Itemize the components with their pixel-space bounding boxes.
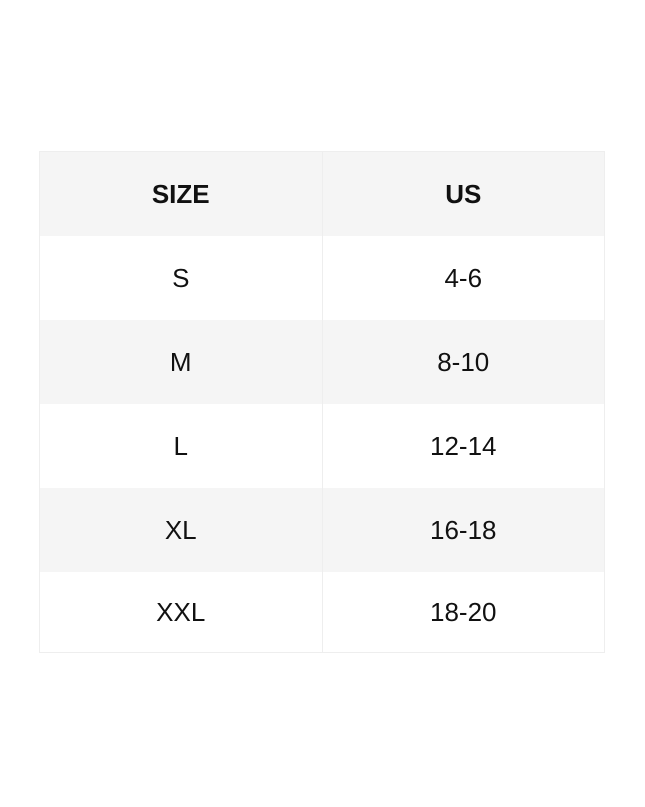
us-cell: 4-6	[321, 236, 605, 320]
table-row: M 8-10	[39, 320, 605, 404]
table-row: L 12-14	[39, 404, 605, 488]
us-cell: 16-18	[321, 488, 605, 572]
size-cell: S	[39, 236, 322, 320]
header-size: SIZE	[39, 151, 322, 236]
size-cell: M	[39, 320, 322, 404]
size-cell: XL	[39, 488, 322, 572]
header-us: US	[321, 151, 605, 236]
us-cell: 12-14	[321, 404, 605, 488]
table-row: S 4-6	[39, 236, 605, 320]
us-cell: 18-20	[321, 572, 605, 653]
size-cell: XXL	[39, 572, 322, 653]
header-row: SIZE US	[39, 151, 605, 236]
table-row: XL 16-18	[39, 488, 605, 572]
us-cell: 8-10	[321, 320, 605, 404]
table-row: XXL 18-20	[39, 572, 605, 653]
size-chart-table: SIZE US S 4-6 M 8-10 L 12-14 XL 16-18 XX…	[39, 151, 605, 653]
size-cell: L	[39, 404, 322, 488]
